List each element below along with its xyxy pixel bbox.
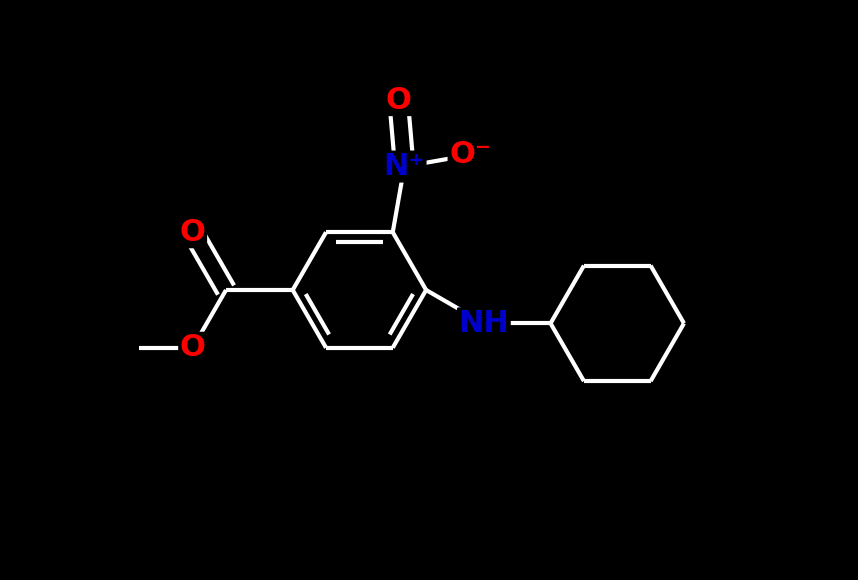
Text: O: O (179, 218, 206, 246)
Text: O: O (179, 334, 206, 362)
Text: O: O (385, 86, 412, 115)
Text: N⁺: N⁺ (384, 152, 425, 181)
Text: NH: NH (458, 309, 510, 338)
Text: O⁻: O⁻ (449, 140, 491, 169)
